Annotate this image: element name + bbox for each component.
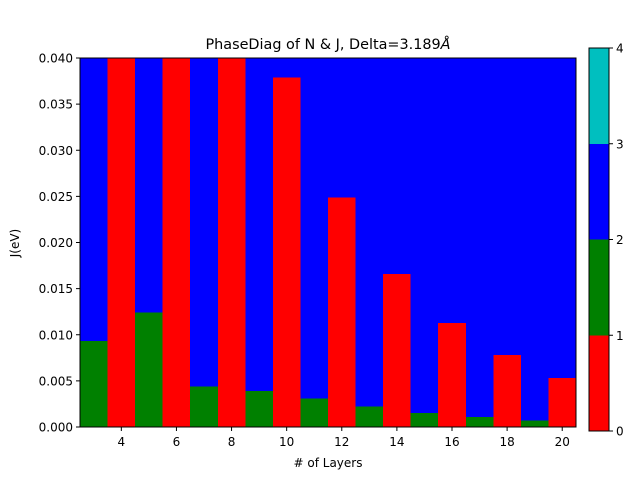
x-tick-label: 8	[228, 435, 236, 449]
x-tick-label: 6	[173, 435, 181, 449]
colorbar-band	[589, 143, 609, 240]
phase-cell-n17	[465, 58, 494, 417]
x-axis-ticks: 4 6 8 10 12 14 16 18 20	[118, 427, 570, 449]
chart-title: PhaseDiag of N & J, Delta=3.189Å	[205, 36, 450, 53]
colorbar-band	[589, 335, 609, 431]
y-axis-label: J(eV)	[8, 229, 22, 259]
phase-cell-n7	[190, 58, 218, 387]
phase-cell-n16	[438, 58, 466, 323]
phase-cell-n9	[245, 391, 273, 427]
phase-cell-n15	[410, 58, 439, 414]
phase-cell-n10	[272, 58, 301, 78]
colorbar-tick-label: 1	[616, 329, 624, 343]
colorbar-tick-label: 3	[616, 137, 624, 151]
phase-cell-n10	[272, 77, 301, 427]
y-tick-label: 0.030	[39, 144, 73, 158]
phase-cell-n18	[493, 355, 521, 427]
phase-cell-n19	[520, 420, 549, 427]
phase-cell-n5	[135, 312, 163, 427]
phase-cell-n3	[80, 341, 108, 427]
y-tick-label: 0.025	[39, 190, 73, 204]
phase-cell-n7	[190, 386, 218, 427]
phase-cell-n9	[245, 58, 273, 392]
phase-cell-n18	[493, 58, 521, 356]
phase-cell-n16	[438, 322, 466, 427]
x-tick-label: 16	[444, 435, 459, 449]
y-tick-label: 0.010	[39, 328, 73, 342]
x-tick-label: 14	[389, 435, 404, 449]
phase-cell-n6	[162, 58, 191, 427]
phase-cell-n14	[383, 273, 411, 427]
colorbar-tick-label: 4	[616, 42, 624, 56]
chart-title-text: PhaseDiag of N & J, Delta=3.189	[205, 37, 440, 53]
colorbar-cells	[589, 48, 609, 431]
colorbar-band	[589, 48, 609, 144]
phase-cell-n19	[520, 58, 549, 421]
phase-cell-n12	[328, 197, 356, 427]
y-tick-label: 0.035	[39, 98, 73, 112]
colorbar-ticks: 0 1 2 3 4	[609, 42, 624, 439]
phase-cell-n13	[355, 406, 384, 427]
y-axis-ticks: 0.000 0.005 0.010 0.015 0.020 0.025 0.030 0.035…	[39, 52, 80, 435]
x-tick-label: 20	[555, 435, 570, 449]
x-tick-label: 18	[499, 435, 514, 449]
phase-cell-n5	[135, 58, 163, 313]
phase-cell-n14	[383, 58, 411, 274]
x-tick-label: 4	[118, 435, 126, 449]
y-tick-label: 0.040	[39, 52, 73, 66]
phase-cell-n11	[300, 58, 328, 399]
phase-cell-n17	[465, 416, 494, 427]
phase-cell-n8	[217, 58, 246, 427]
x-tick-label: 12	[334, 435, 349, 449]
phase-cell-n15	[410, 413, 439, 427]
colorbar-tick-label: 0	[616, 425, 624, 439]
phase-cell-n20	[548, 58, 576, 379]
phase-cell-n11	[300, 398, 328, 427]
y-tick-label: 0.005	[39, 374, 73, 388]
colorbar-tick-label: 2	[616, 233, 624, 247]
phase-cell-n20	[548, 378, 576, 427]
y-tick-label: 0.020	[39, 236, 73, 250]
x-tick-label: 10	[279, 435, 294, 449]
colorbar-band	[589, 239, 609, 336]
phase-cell-n4	[107, 58, 136, 427]
chart-title-unit: Å	[440, 36, 451, 53]
phase-cell-n13	[355, 58, 384, 407]
phase-cell-n12	[328, 58, 356, 198]
phase-cell-n3	[80, 58, 108, 342]
x-axis-label: # of Layers	[294, 456, 363, 470]
y-tick-label: 0.000	[39, 421, 73, 435]
y-tick-label: 0.015	[39, 282, 73, 296]
plot-cells	[80, 58, 576, 427]
